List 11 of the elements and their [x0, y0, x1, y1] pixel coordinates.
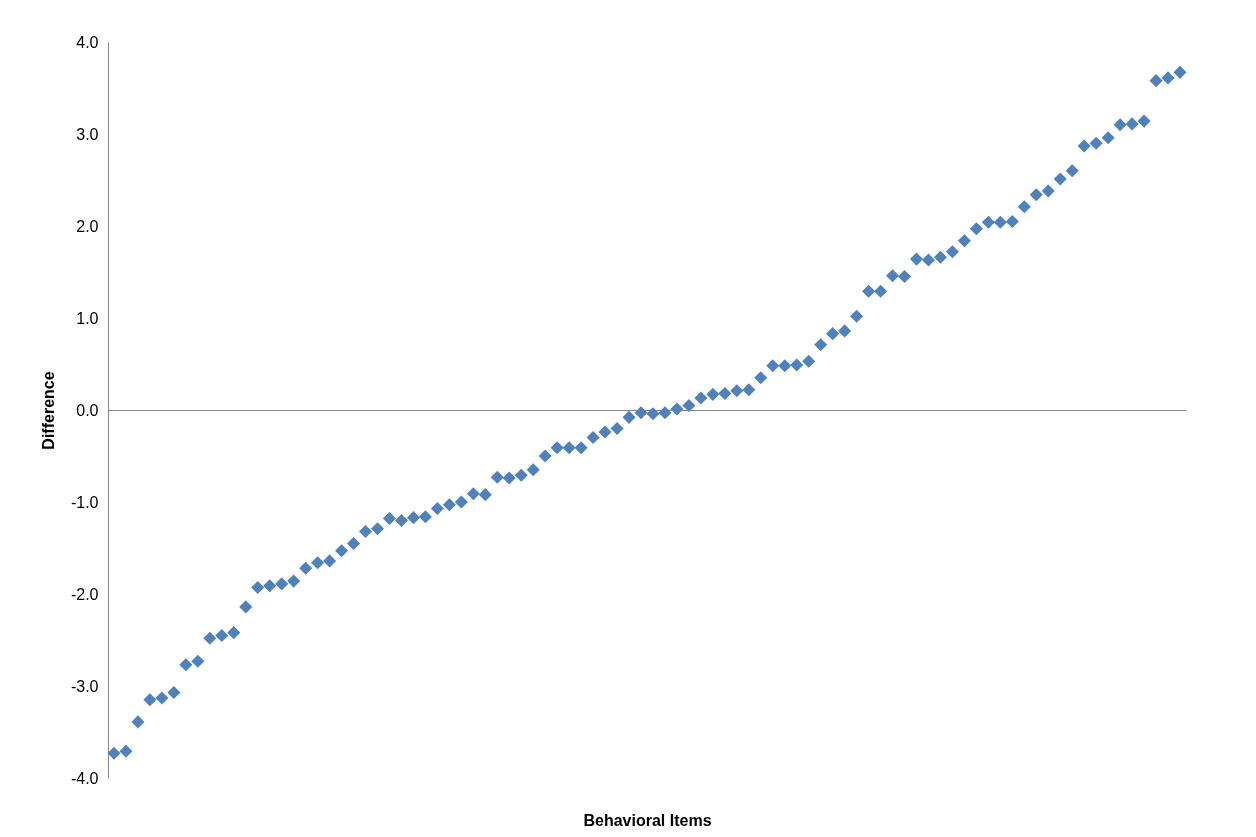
y-tick-label: 4.0: [76, 33, 99, 51]
y-tick-label: 3.0: [76, 125, 99, 143]
x-axis-title: Behavioral Items: [583, 811, 712, 829]
y-tick-label: -4.0: [70, 769, 99, 787]
y-axis-title: Difference: [39, 371, 57, 450]
y-tick-label: 0.0: [76, 401, 99, 419]
y-tick-label: -3.0: [70, 677, 99, 695]
y-tick-label: -1.0: [70, 493, 99, 511]
y-tick-label: -2.0: [70, 585, 99, 603]
y-tick-label: 1.0: [76, 309, 99, 327]
y-tick-label: 2.0: [76, 217, 99, 235]
